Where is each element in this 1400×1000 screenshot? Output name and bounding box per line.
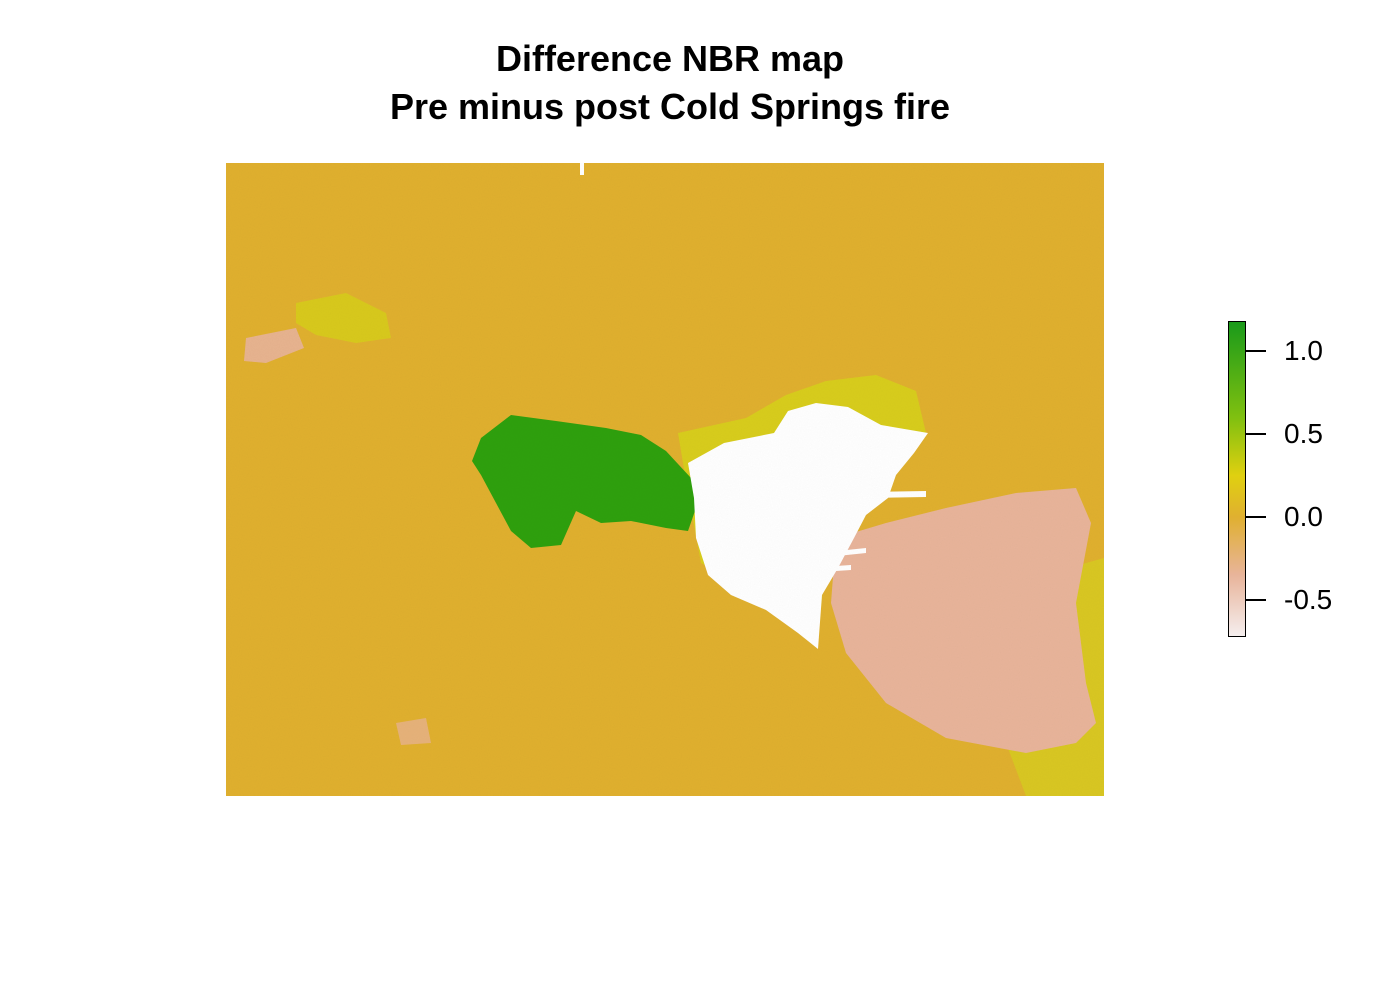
region-no-data-streak-3 xyxy=(811,491,926,499)
region-pink-northwest xyxy=(244,328,304,363)
raster-map-svg xyxy=(226,163,1104,796)
legend-tick-mark xyxy=(1246,516,1266,519)
legend-tick-label: -0.5 xyxy=(1284,584,1333,616)
legend-tick-label: 0.5 xyxy=(1284,418,1323,450)
region-yellow-northwest xyxy=(296,293,391,343)
legend-tick-label: 1.0 xyxy=(1284,334,1323,366)
region-no-data-top-notch xyxy=(580,163,584,175)
region-no-data xyxy=(688,403,928,649)
region-no-data-streak-1 xyxy=(818,548,866,558)
legend-tick-mark xyxy=(1246,349,1266,352)
legend-tick-label: 0.0 xyxy=(1284,501,1323,533)
region-pink-southeast xyxy=(831,488,1096,753)
chart-subtitle: Pre minus post Cold Springs fire xyxy=(389,86,951,127)
legend-colorbar xyxy=(1228,321,1246,637)
chart-title: Difference NBR map xyxy=(495,38,845,79)
legend-tick-mark xyxy=(1246,433,1266,436)
raster-map xyxy=(226,163,1104,796)
region-no-data-streak-2 xyxy=(806,565,851,573)
legend-tick-mark xyxy=(1246,599,1266,602)
region-green-burn xyxy=(472,415,696,548)
region-pink-south xyxy=(396,718,431,745)
